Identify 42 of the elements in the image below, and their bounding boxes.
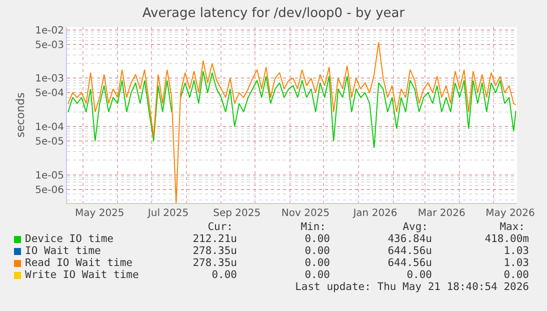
x-tick-label: May 2025	[74, 208, 124, 219]
x-tick-label: Mar 2026	[418, 208, 466, 219]
y-tick-label: 5e-03	[35, 40, 64, 51]
y-tick-label: 5e-05	[35, 136, 64, 148]
text: 0.00	[304, 245, 330, 257]
x-tick-label: Jul 2025	[146, 208, 189, 219]
text: 0.00	[212, 269, 237, 281]
text: 212.21u	[192, 233, 237, 245]
text: 1.03	[504, 257, 529, 269]
legend-label: Device IO time	[25, 233, 114, 245]
text: 644.56u	[388, 245, 432, 257]
text: 0.00	[504, 269, 529, 281]
y-tick-label: 1e-04	[35, 122, 64, 133]
text: Avg:	[402, 221, 428, 233]
y-tick-label: 5e-04	[35, 88, 64, 100]
text: 0.00	[304, 269, 330, 281]
text: 0.00	[304, 257, 330, 269]
text: 436.84u	[388, 233, 432, 245]
x-tick-label: Jan 2026	[352, 208, 398, 219]
x-tick-label: May 2026	[486, 208, 535, 219]
text: 0.00	[406, 269, 432, 281]
legend-label: Write IO Wait time	[25, 269, 139, 281]
y-tick-label: 1e-03	[35, 74, 64, 85]
text: 418.00m	[484, 233, 529, 245]
chart-title: Average latency for /dev/loop0 - by year	[142, 6, 406, 21]
text: 644.56u	[388, 257, 432, 269]
text: 278.35u	[192, 257, 237, 269]
text: Cur:	[208, 221, 233, 233]
legend-label: IO Wait time	[25, 245, 101, 257]
text: Max:	[500, 221, 525, 233]
x-tick-label: Sep 2025	[213, 208, 261, 219]
text: 278.35u	[192, 245, 237, 257]
y-tick-label: 1e-02	[35, 25, 64, 36]
text: Min:	[300, 221, 326, 233]
y-axis-title: seconds	[14, 92, 27, 138]
x-tick-label: Nov 2025	[281, 208, 330, 219]
text: Last update: Thu May 21 18:40:54 2026	[295, 281, 529, 293]
y-tick-label: 5e-06	[35, 184, 64, 196]
y-tick-label: 1e-05	[35, 170, 64, 182]
legend-label: Read IO Wait time	[25, 257, 132, 269]
text: 0.00	[304, 233, 330, 245]
text: 1.03	[504, 245, 529, 257]
